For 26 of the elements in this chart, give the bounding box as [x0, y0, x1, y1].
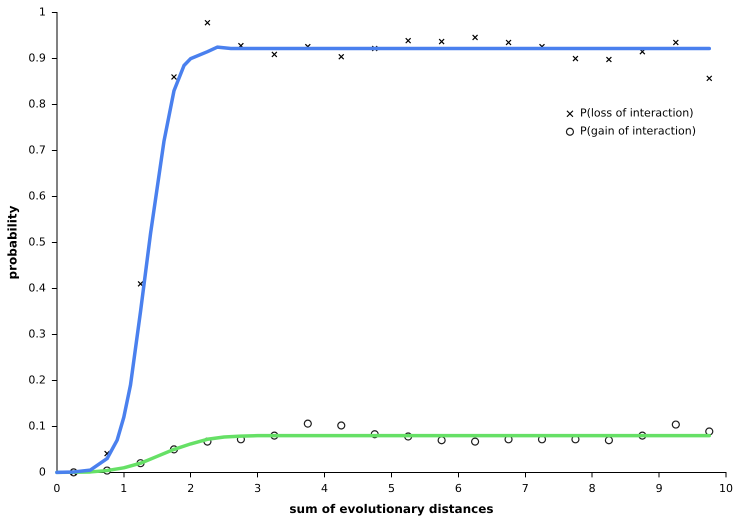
x-tick-label: 0	[53, 482, 60, 495]
x-tick-label: 3	[254, 482, 262, 495]
y-tick-label: 0	[38, 465, 46, 478]
y-tick-label: 0.2	[28, 373, 46, 386]
x-tick-label: 7	[522, 482, 529, 495]
x-tick-label: 4	[321, 482, 328, 495]
x-tick-label: 8	[588, 482, 596, 495]
y-tick-label: 1	[38, 5, 46, 18]
y-tick-label: 0.8	[28, 97, 46, 110]
x-tick-label: 1	[120, 482, 128, 495]
y-tick-label: 0.9	[28, 51, 46, 64]
x-tick-label: 2	[187, 482, 194, 495]
x-tick-label: 6	[454, 482, 462, 495]
y-tick-label: 0.6	[28, 189, 46, 202]
y-tick-label: 0.1	[28, 419, 46, 432]
y-tick-label: 0.7	[28, 143, 46, 156]
y-tick-label: 0.3	[28, 327, 46, 340]
legend-label: P(gain of interaction)	[580, 124, 696, 138]
x-tick-label: 5	[388, 482, 395, 495]
y-tick-label: 0.5	[28, 235, 46, 248]
x-axis-title: sum of evolutionary distances	[289, 502, 494, 516]
x-tick-label: 9	[656, 482, 663, 495]
x-tick-label: 10	[719, 482, 733, 495]
y-axis-title: probability	[5, 205, 20, 280]
legend-label: P(loss of interaction)	[580, 106, 694, 120]
y-tick-label: 0.4	[28, 281, 46, 294]
